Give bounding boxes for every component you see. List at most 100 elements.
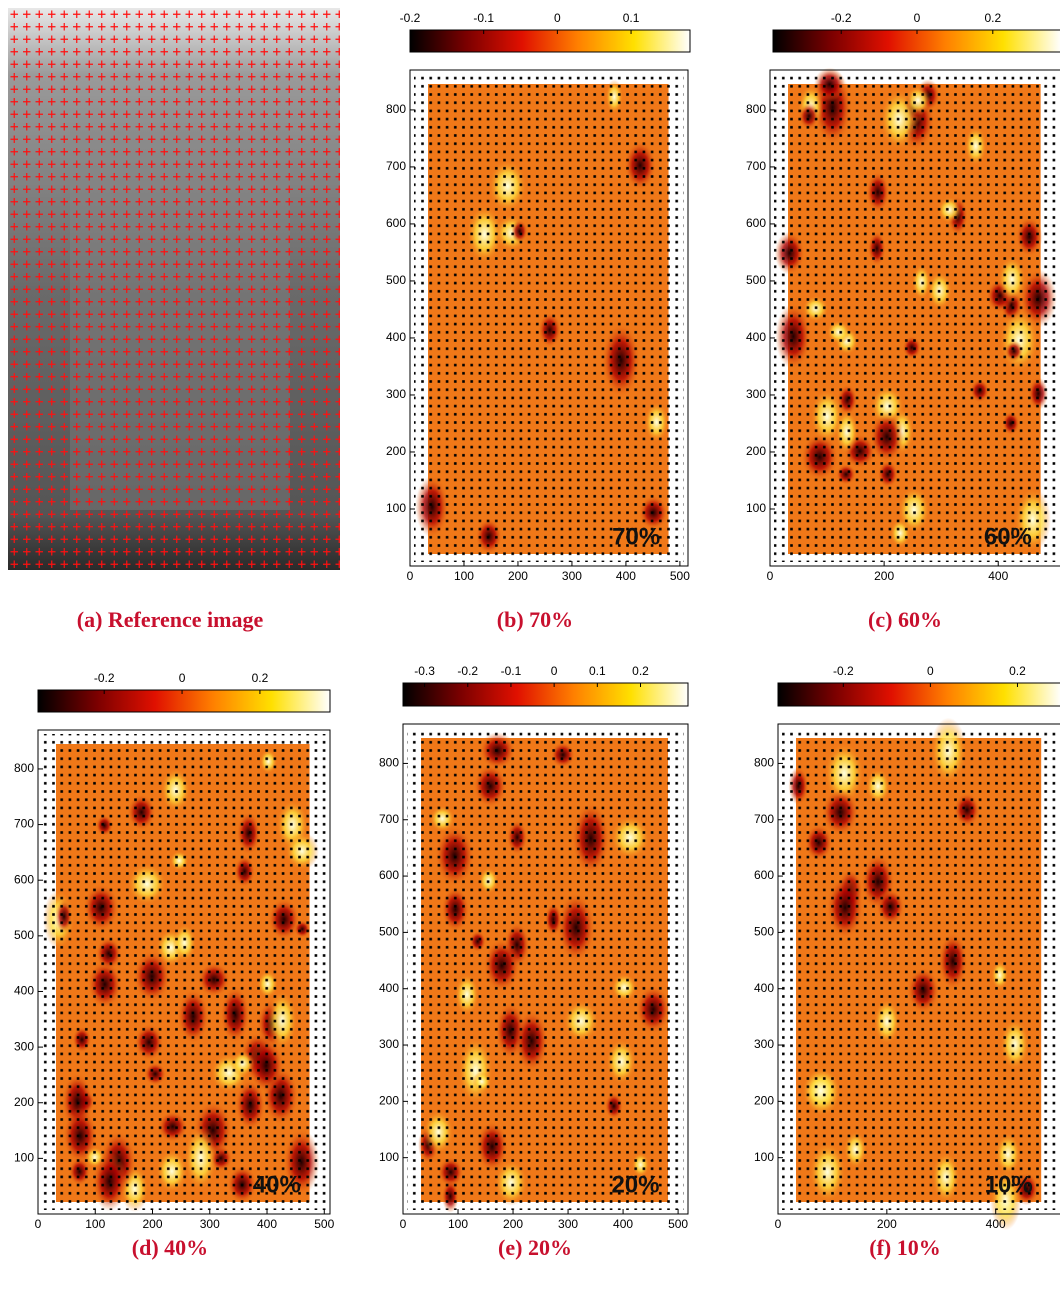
x-tick-label: 0 [775,1217,782,1231]
y-tick-label: 400 [14,984,34,998]
y-tick-label: 100 [754,1150,774,1164]
heatmap-panel: 0 200 400 100 200 300 400 500 600 700 800 10% -0.2 0 0… [754,664,1060,1231]
y-tick-label: 300 [746,387,766,401]
y-tick-label: 300 [14,1039,34,1053]
point-grid [42,734,326,1210]
y-tick-label: 800 [14,761,34,775]
colorbar-tick-label: 0.1 [589,664,606,678]
point-grid [407,728,684,1210]
y-tick-label: 100 [379,1150,399,1164]
y-tick-label: 300 [754,1037,774,1051]
x-tick-label: 500 [314,1217,334,1231]
colorbar [403,683,688,706]
colorbar-tick-label: 0.2 [252,671,269,685]
x-tick-label: 300 [558,1217,578,1231]
x-tick-label: 400 [613,1217,633,1231]
y-tick-label: 200 [14,1095,34,1109]
y-tick-label: 600 [754,868,774,882]
panel-caption: (c) 60% [868,607,942,632]
colorbar-tick-label: 0 [927,664,934,678]
colorbar-tick-label: -0.2 [94,671,115,685]
x-tick-label: 300 [200,1217,220,1231]
y-tick-label: 800 [754,756,774,770]
colorbar-tick-label: 0 [179,671,186,685]
y-tick-label: 700 [754,812,774,826]
x-tick-label: 400 [986,1217,1006,1231]
y-tick-label: 100 [386,501,406,515]
colorbar-tick-label: -0.2 [831,11,852,25]
x-tick-label: 100 [448,1217,468,1231]
y-tick-label: 500 [386,273,406,287]
colorbar-tick-label: -0.1 [501,664,522,678]
panel-caption: (d) 40% [132,1235,208,1260]
x-tick-label: 100 [85,1217,105,1231]
point-grid [414,74,684,562]
x-tick-label: 0 [35,1217,42,1231]
x-tick-label: 200 [508,569,528,583]
x-tick-label: 0 [400,1217,407,1231]
x-tick-label: 200 [877,1217,897,1231]
y-tick-label: 700 [746,159,766,173]
strain-label: 10% [985,1171,1033,1198]
y-tick-label: 600 [379,868,399,882]
colorbar-tick-label: 0.2 [1009,664,1026,678]
panel-caption: (f) 10% [869,1235,940,1260]
x-tick-label: 0 [407,569,414,583]
y-tick-label: 700 [14,817,34,831]
y-tick-label: 200 [754,1094,774,1108]
y-tick-label: 100 [746,501,766,515]
y-tick-label: 300 [386,387,406,401]
y-tick-label: 200 [379,1094,399,1108]
strain-label: 60% [984,523,1032,550]
x-tick-label: 0 [767,569,774,583]
reference-image [8,8,340,570]
y-tick-label: 500 [379,925,399,939]
y-tick-label: 400 [379,981,399,995]
colorbar [410,30,690,52]
y-tick-label: 300 [379,1037,399,1051]
y-tick-label: 700 [379,812,399,826]
panel-caption: (e) 20% [498,1235,572,1260]
panel-caption: (b) 70% [497,607,573,632]
panel-caption: (a) Reference image [77,607,264,632]
y-tick-label: 800 [386,102,406,116]
heatmap-panel: 0100200300400500100200300400500600700800… [386,11,690,583]
colorbar-tick-label: 0 [914,11,921,25]
figure: (a) Reference image 0 100 200 300 400 500 100 20… [0,0,1060,1292]
y-tick-label: 700 [386,159,406,173]
strain-label: 70% [612,523,660,550]
colorbar-tick-label: 0.2 [632,664,649,678]
x-tick-label: 300 [562,569,582,583]
x-tick-label: 200 [142,1217,162,1231]
y-tick-label: 600 [746,216,766,230]
y-tick-label: 600 [14,872,34,886]
x-tick-label: 400 [988,569,1008,583]
y-tick-label: 200 [746,444,766,458]
x-tick-label: 400 [616,569,636,583]
colorbar-tick-label: 0.1 [623,11,640,25]
x-tick-label: 500 [670,569,690,583]
colorbar-tick-label: 0.2 [984,11,1001,25]
y-tick-label: 600 [386,216,406,230]
colorbar-tick-label: -0.2 [400,11,421,25]
y-tick-label: 800 [379,756,399,770]
x-tick-label: 200 [503,1217,523,1231]
x-tick-label: 500 [668,1217,688,1231]
y-tick-label: 500 [754,925,774,939]
colorbar-tick-label: 0 [551,664,558,678]
y-tick-label: 400 [754,981,774,995]
point-grid [782,728,1057,1210]
colorbar-tick-label: -0.2 [833,664,854,678]
colorbar-tick-label: -0.2 [457,664,478,678]
colorbar [38,690,330,712]
colorbar-tick-label: -0.1 [473,11,494,25]
y-tick-label: 800 [746,102,766,116]
x-tick-label: 100 [454,569,474,583]
y-tick-label: 400 [746,330,766,344]
y-tick-label: 500 [746,273,766,287]
heatmap-panel: 0 100 200 300 400 500 100 200 300 400 500 600 700 800… [379,664,688,1231]
point-grid [774,74,1057,562]
y-tick-label: 400 [386,330,406,344]
